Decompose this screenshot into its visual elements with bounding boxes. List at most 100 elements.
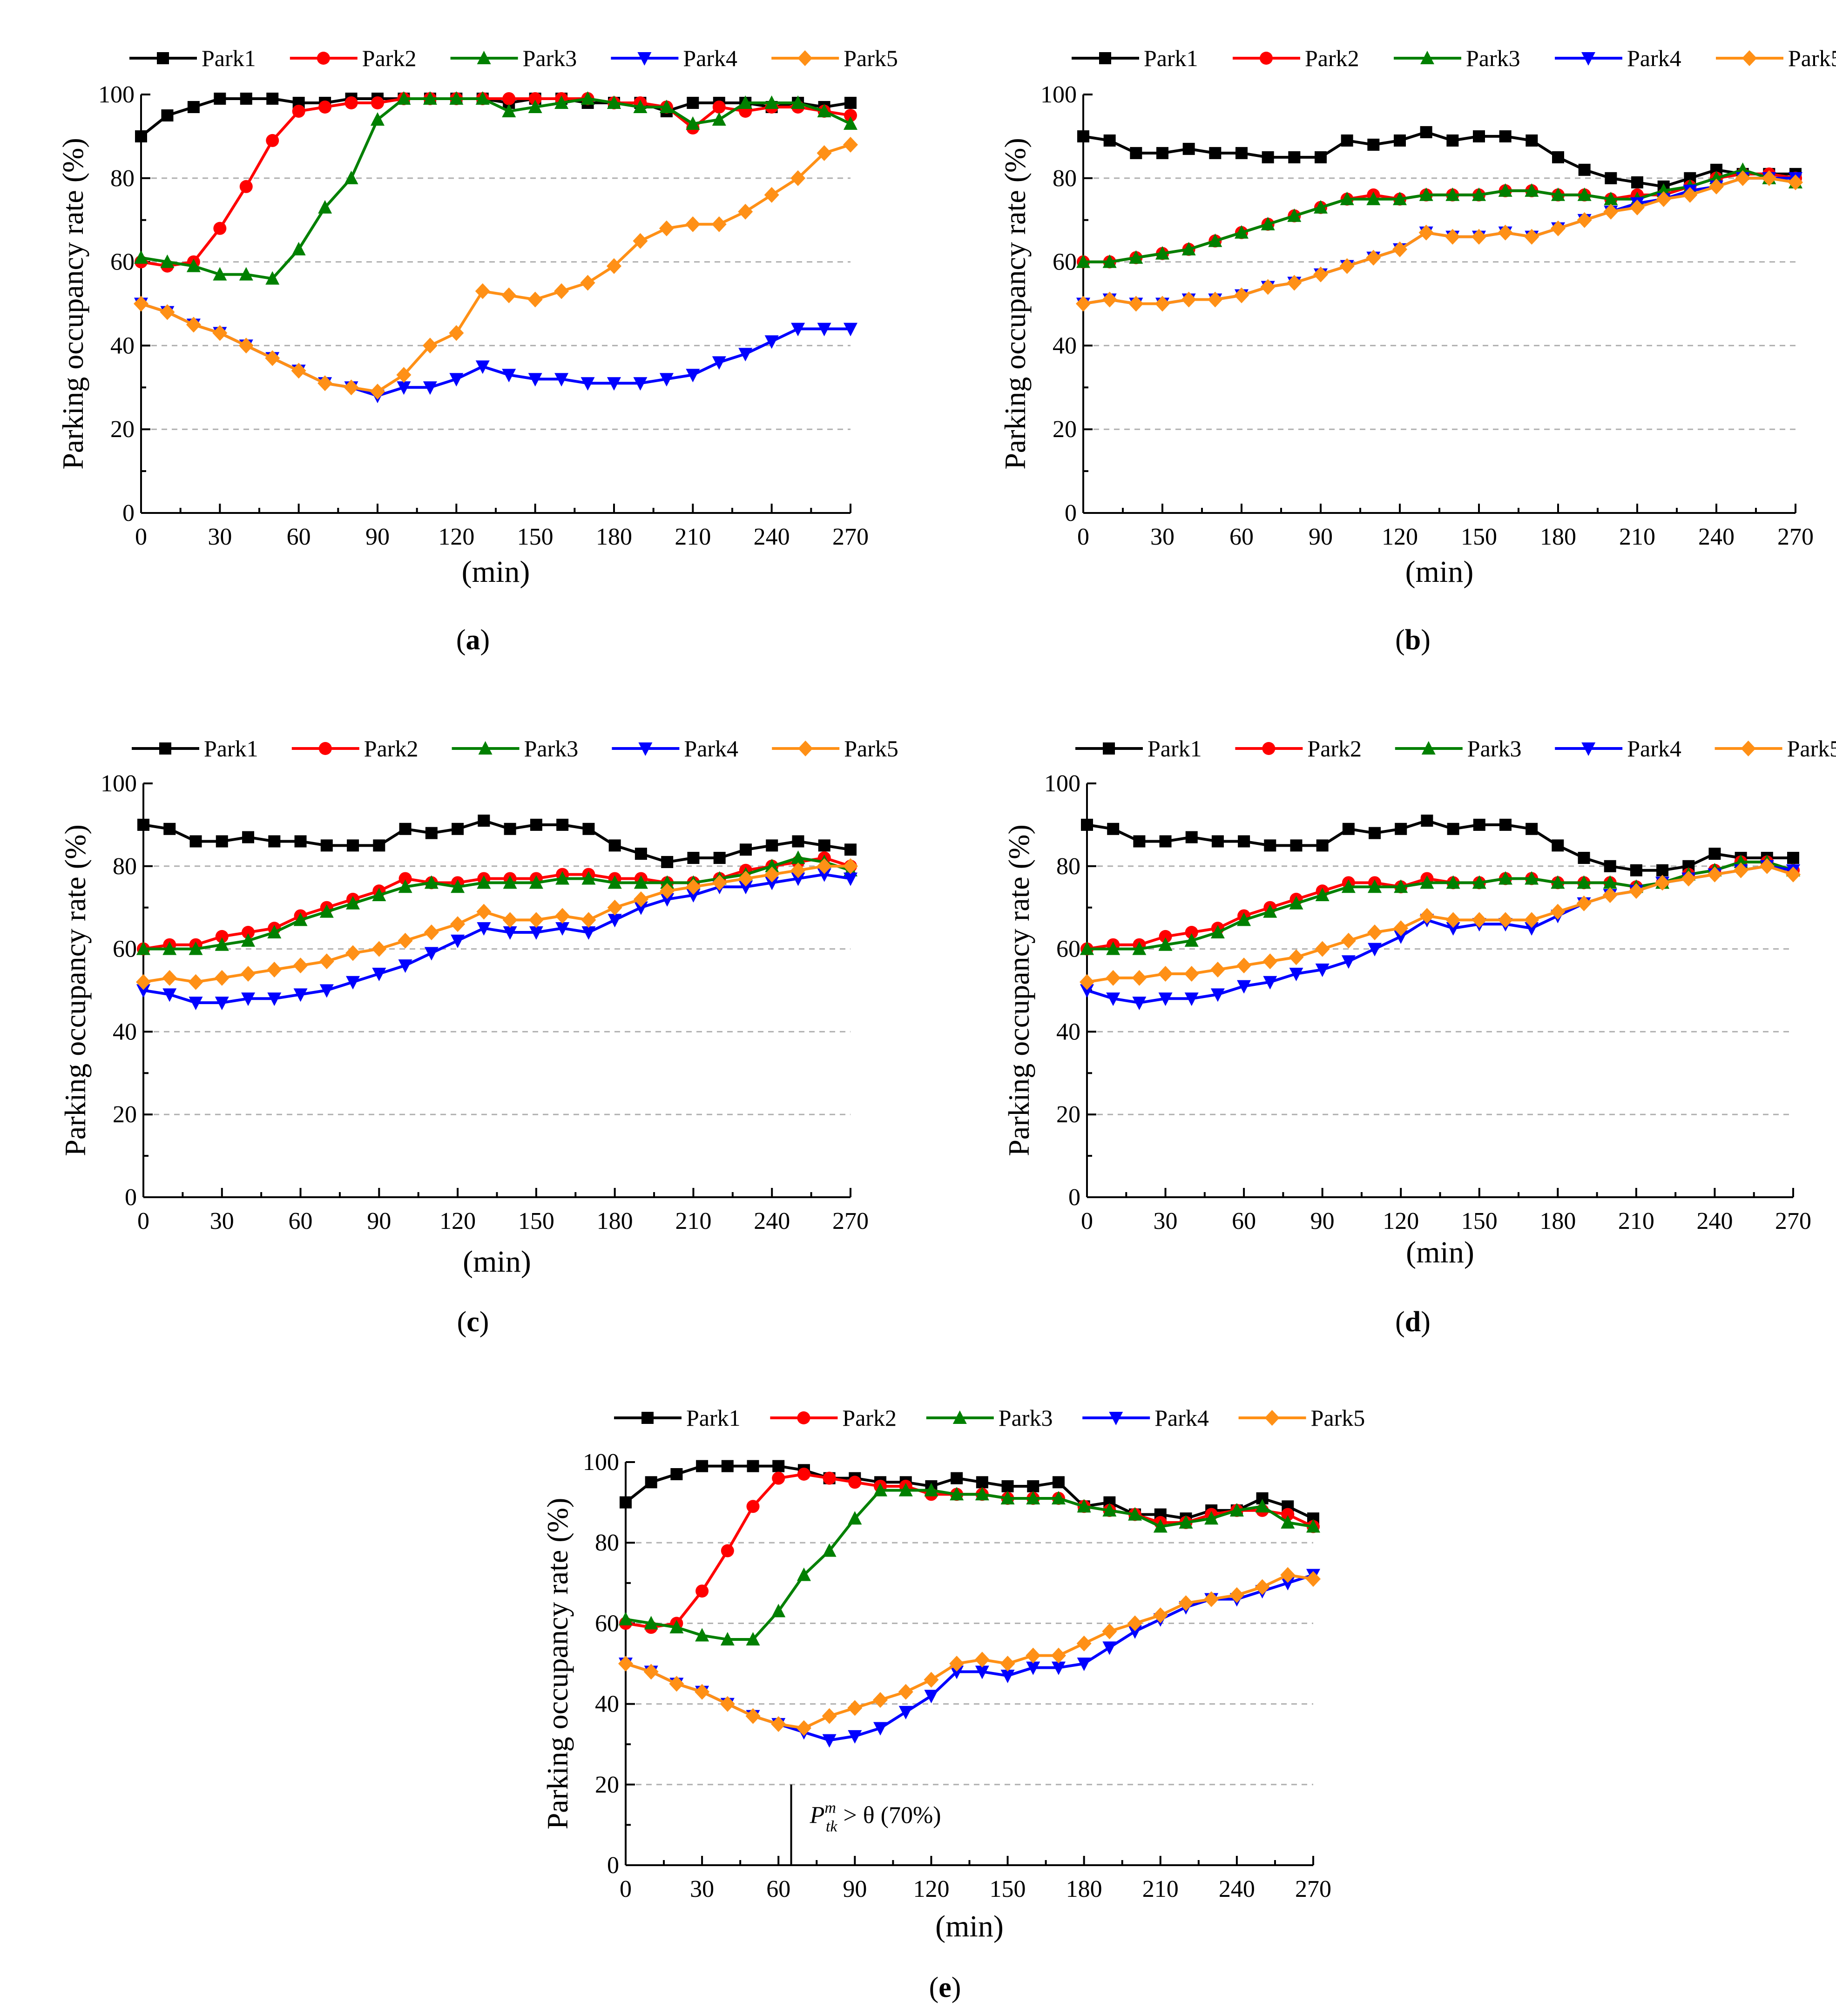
data-point-park1 [1631,176,1643,189]
annotation-subscript: tk [826,1818,837,1835]
legend-marker-circle [1262,742,1276,755]
panel-caption: (b) [1395,624,1431,656]
data-point-park5 [1158,965,1173,982]
caption-paren: ) [480,624,490,656]
data-point-park3 [1129,250,1143,264]
data-point-park5 [238,337,254,354]
data-point-park4 [765,877,779,890]
data-point-park5 [660,883,675,899]
legend-item-park3: Park3 [452,735,578,762]
data-point-park3 [134,250,148,264]
x-axis-label: (min) [935,1909,1004,1943]
panel-caption: (c) [457,1306,489,1338]
x-tick-label: 120 [913,1876,949,1902]
data-point-park3 [1341,879,1356,893]
x-tick-label: 180 [1540,524,1576,550]
legend-label: Park3 [1466,45,1520,71]
data-point-park5 [1102,1623,1117,1639]
data-point-park1 [1290,839,1303,852]
y-tick-label: 0 [607,1852,619,1879]
data-point-park4 [398,959,412,973]
data-point-park1 [1133,835,1146,848]
data-point-park5 [502,912,518,928]
data-point-park4 [1263,976,1277,990]
data-point-park5 [370,384,385,400]
data-point-park4 [1051,1661,1066,1675]
data-point-park3 [136,941,150,955]
legend-label: Park4 [1154,1405,1209,1431]
data-point-park3 [1128,1507,1142,1521]
data-point-park1 [1211,835,1224,848]
data-point-park3 [1498,183,1512,197]
data-point-park5 [607,258,621,274]
data-point-park5 [188,974,203,990]
series-line-park3 [1083,168,1796,263]
legend-marker-triangle-down [637,52,652,66]
data-point-park4 [844,323,857,337]
data-point-park5 [1026,1647,1041,1664]
data-point-park3 [189,941,203,955]
x-tick-label: 60 [1232,1208,1256,1234]
data-point-park5 [422,337,438,354]
data-point-park3 [950,1487,964,1501]
legend-label: Park4 [683,45,737,71]
data-point-park4 [502,369,516,383]
data-point-park3 [1393,191,1407,205]
panel-caption: (d) [1395,1306,1431,1338]
data-point-park5 [291,363,306,379]
data-point-park1 [452,823,464,835]
data-point-park5 [1106,970,1121,986]
x-tick-label: 0 [135,524,147,550]
data-point-park5 [476,903,492,920]
legend-marker-square [641,1412,654,1424]
data-point-park4 [267,992,282,1006]
data-point-park4 [581,926,596,940]
data-point-park1 [266,92,279,105]
data-point-park3 [1287,208,1302,222]
data-point-park5 [136,974,151,990]
data-point-park1 [766,839,778,852]
data-point-park4 [686,369,700,383]
data-point-park1 [1578,852,1590,864]
x-tick-label: 0 [137,1208,149,1234]
data-point-park5 [974,1652,990,1668]
data-point-park5 [1236,957,1252,974]
data-point-park1 [634,848,647,860]
legend-item-park3: Park3 [450,45,577,71]
legend-item-park2: Park2 [291,735,418,762]
data-point-park3 [477,875,491,889]
data-point-park5 [345,945,361,961]
data-point-park5 [1153,1607,1168,1624]
data-point-park5 [1656,191,1671,207]
x-tick-label: 210 [675,524,711,550]
legend-item-park5: Park5 [1238,1405,1365,1431]
y-tick-label: 20 [595,1772,619,1798]
data-point-park5 [1178,1595,1194,1611]
data-point-park5 [1289,949,1304,965]
data-point-park3 [1077,1499,1091,1513]
legend-marker-diamond [1742,50,1757,66]
data-point-park4 [528,373,542,387]
y-tick-label: 40 [110,332,135,359]
y-axis-label: Parking occupancy rate (%) [59,824,92,1156]
data-point-park1 [713,852,726,864]
data-point-park3 [686,116,700,130]
y-tick-label: 40 [113,1018,137,1045]
data-point-park3 [346,896,360,910]
data-point-park5 [685,216,701,232]
data-point-park5 [1341,932,1356,949]
data-point-park4 [764,335,779,349]
data-point-park2 [746,1500,760,1513]
data-point-park5 [843,136,858,153]
data-point-park5 [790,862,806,878]
data-point-park1 [1081,818,1093,831]
data-point-park5 [1366,249,1381,266]
legend-marker-circle [317,52,330,65]
data-point-park3 [1446,875,1460,889]
x-tick-label: 90 [365,524,390,550]
y-axis-label: Parking occupancy rate (%) [999,138,1032,470]
data-point-park3 [1281,1515,1295,1529]
chart-panel-a: 0 20 40 60 80 100 0 30 60 90 120 150 180 210 240 270 Par… [56,45,898,656]
legend-label: Park1 [1148,735,1202,762]
caption-paren: ( [1395,624,1405,656]
